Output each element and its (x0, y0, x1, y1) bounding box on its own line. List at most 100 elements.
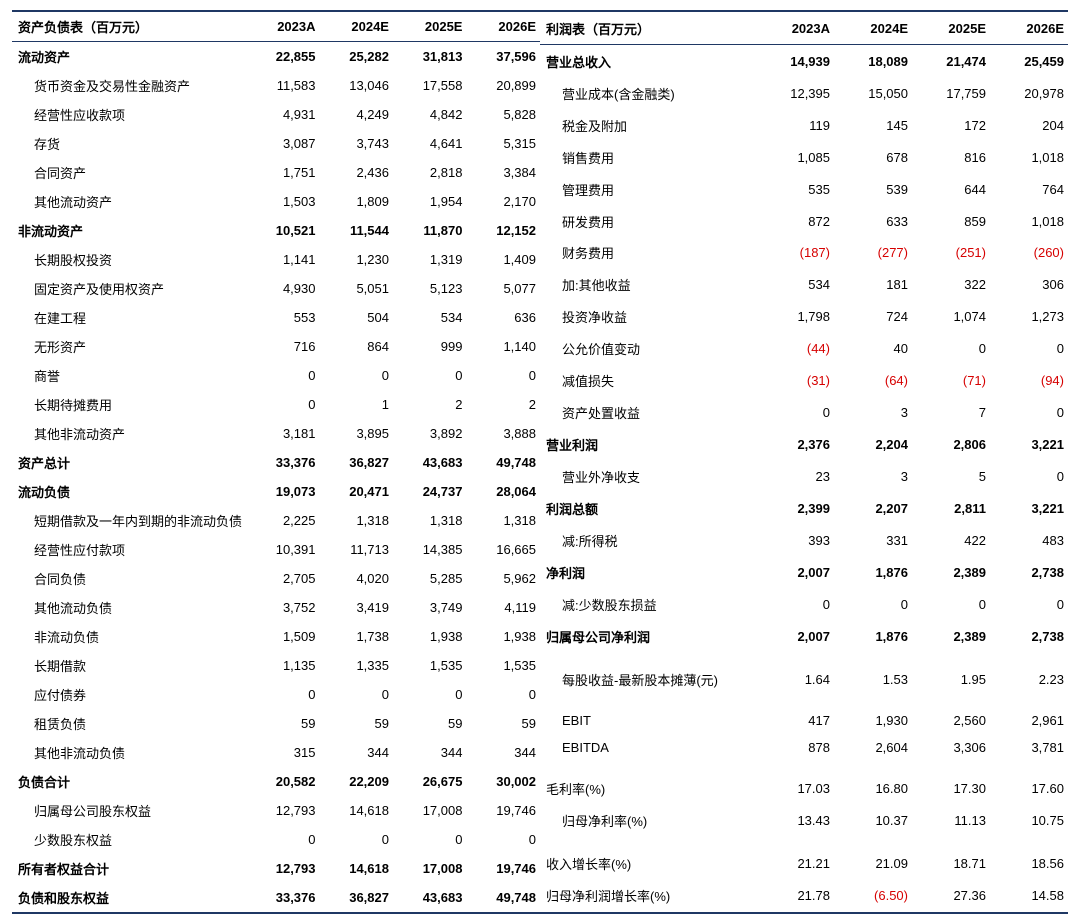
cell-value: 1,535 (393, 651, 466, 680)
cell-value: 553 (246, 303, 319, 332)
cell-value: 0 (246, 361, 319, 390)
cell-value: 181 (834, 269, 912, 301)
cell-value: 11,870 (393, 216, 466, 245)
cell-value: 33,376 (246, 448, 319, 477)
cell-value: 633 (834, 205, 912, 237)
table-row: 流动负债19,07320,47124,73728,064 (12, 477, 540, 506)
income-statement-header: 利润表（百万元） 2023A 2024E 2025E 2026E (540, 11, 1068, 45)
cell-value: 17,558 (393, 71, 466, 100)
period-col: 2023A (756, 11, 834, 45)
cell-value: 1,319 (393, 245, 466, 274)
cell-value: 2,604 (834, 734, 912, 762)
cell-value: 2 (393, 390, 466, 419)
cell-value: 1,938 (393, 622, 466, 651)
cell-value: 2,399 (756, 493, 834, 525)
cell-value: 1,018 (990, 141, 1068, 173)
cell-value: 539 (834, 173, 912, 205)
cell-value: 2,207 (834, 493, 912, 525)
row-label: 投资净收益 (540, 301, 756, 333)
row-label: 收入增长率(%) (540, 848, 756, 880)
cell-value: 2 (466, 390, 540, 419)
row-label (540, 762, 756, 773)
cell-value: 1,738 (320, 622, 393, 651)
cell-value: 1,318 (320, 506, 393, 535)
cell-value: 1,141 (246, 245, 319, 274)
row-label (540, 653, 756, 664)
table-row: 每股收益-最新股本摊薄(元)1.641.531.952.23 (540, 664, 1068, 696)
table-row: 固定资产及使用权资产4,9305,0515,1235,077 (12, 274, 540, 303)
cell-value: 145 (834, 109, 912, 141)
row-label: 非流动负债 (12, 622, 246, 651)
cell-value (834, 653, 912, 664)
cell-value: 322 (912, 269, 990, 301)
cell-value: (260) (990, 237, 1068, 269)
cell-value: 2,389 (912, 621, 990, 653)
table-row: 减值损失(31)(64)(71)(94) (540, 365, 1068, 397)
cell-value: 31,813 (393, 42, 466, 72)
cell-value: 1,954 (393, 187, 466, 216)
cell-value: 14,385 (393, 535, 466, 564)
table-row: 所有者权益合计12,79314,61817,00819,746 (12, 854, 540, 883)
cell-value: 12,395 (756, 77, 834, 109)
cell-value: 23 (756, 461, 834, 493)
cell-value (834, 837, 912, 848)
cell-value: 4,931 (246, 100, 319, 129)
cell-value: 3,749 (393, 593, 466, 622)
row-label: 租赁负债 (12, 709, 246, 738)
table-row: 长期借款1,1351,3351,5351,535 (12, 651, 540, 680)
row-label: 合同资产 (12, 158, 246, 187)
cell-value: 204 (990, 109, 1068, 141)
row-label: 减:所得税 (540, 525, 756, 557)
table-row: 资产处置收益0370 (540, 397, 1068, 429)
cell-value: 3,752 (246, 593, 319, 622)
cell-value: 17.03 (756, 773, 834, 805)
cell-value: 3,384 (466, 158, 540, 187)
cell-value: 14.58 (990, 880, 1068, 913)
cell-value: 12,793 (246, 796, 319, 825)
table-row: 其他非流动资产3,1813,8953,8923,888 (12, 419, 540, 448)
table-row: 少数股东权益0000 (12, 825, 540, 854)
cell-value: 10.75 (990, 805, 1068, 837)
table-row: 非流动资产10,52111,54411,87012,152 (12, 216, 540, 245)
cell-value: 2,225 (246, 506, 319, 535)
table-row: 归属母公司净利润2,0071,8762,3892,738 (540, 621, 1068, 653)
cell-value: 4,119 (466, 593, 540, 622)
cell-value: 764 (990, 173, 1068, 205)
cell-value: 4,842 (393, 100, 466, 129)
cell-value: 21.09 (834, 848, 912, 880)
table-row: EBITDA8782,6043,3063,781 (540, 734, 1068, 762)
balance-sheet-header: 资产负债表（百万元） 2023A 2024E 2025E 2026E (12, 11, 540, 42)
table-row: EBIT4171,9302,5602,961 (540, 707, 1068, 735)
cell-value: 1,074 (912, 301, 990, 333)
cell-value: 22,209 (320, 767, 393, 796)
row-label: 归属母公司股东权益 (12, 796, 246, 825)
cell-value: 36,827 (320, 883, 393, 913)
cell-value: 872 (756, 205, 834, 237)
cell-value (756, 762, 834, 773)
row-label: 利润总额 (540, 493, 756, 525)
cell-value (834, 762, 912, 773)
table-row: 合同负债2,7054,0205,2855,962 (12, 564, 540, 593)
row-label: 长期借款 (12, 651, 246, 680)
cell-value: 2,436 (320, 158, 393, 187)
cell-value: 0 (246, 825, 319, 854)
table-row: 利润总额2,3992,2072,8113,221 (540, 493, 1068, 525)
table-row: 其他流动负债3,7523,4193,7494,119 (12, 593, 540, 622)
cell-value: 49,748 (466, 883, 540, 913)
row-label: 在建工程 (12, 303, 246, 332)
cell-value: (94) (990, 365, 1068, 397)
row-label: 长期股权投资 (12, 245, 246, 274)
cell-value: 1,273 (990, 301, 1068, 333)
cell-value: 1,503 (246, 187, 319, 216)
cell-value: 2,961 (990, 707, 1068, 735)
cell-value (912, 837, 990, 848)
cell-value: 7 (912, 397, 990, 429)
cell-value: 3,221 (990, 429, 1068, 461)
row-label: 流动资产 (12, 42, 246, 72)
cell-value: (44) (756, 333, 834, 365)
cell-value: 0 (990, 397, 1068, 429)
table-row: 管理费用535539644764 (540, 173, 1068, 205)
row-label: 流动负债 (12, 477, 246, 506)
cell-value: 2,007 (756, 621, 834, 653)
cell-value: 5,077 (466, 274, 540, 303)
